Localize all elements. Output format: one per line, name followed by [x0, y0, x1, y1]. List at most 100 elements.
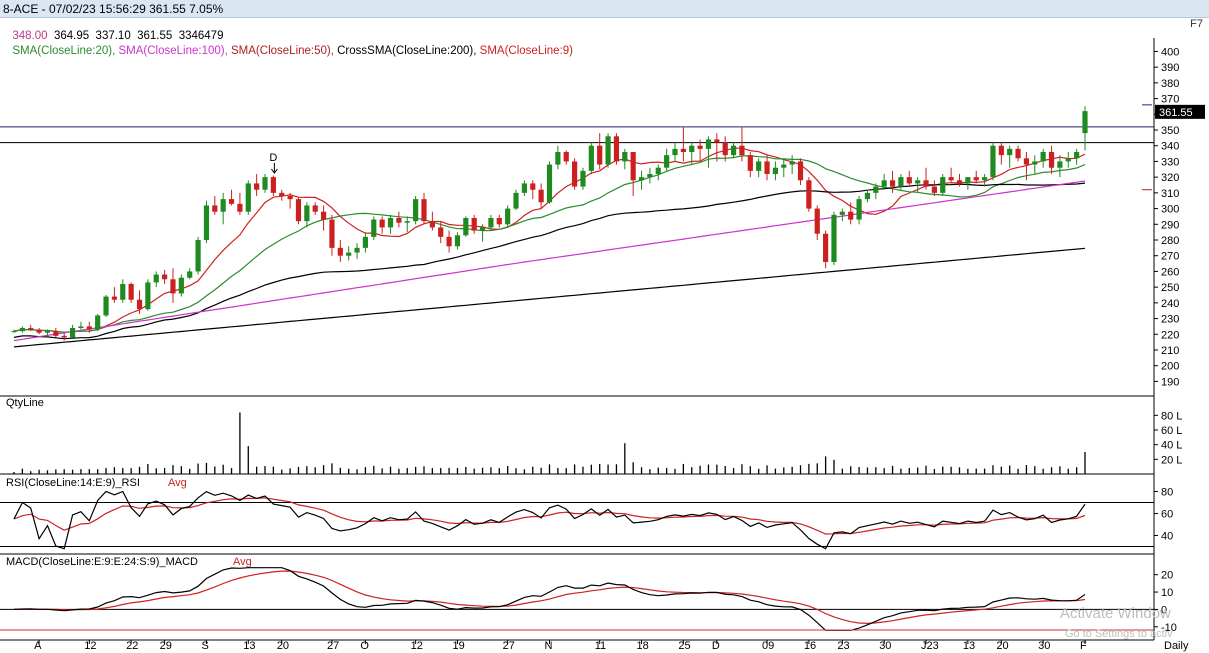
price-tick-label: 230 [1161, 314, 1179, 326]
candle-body [128, 284, 134, 300]
candle-body [19, 328, 25, 332]
rsi-tick-label: 60 [1161, 509, 1173, 521]
candle-body [254, 183, 260, 190]
x-tick-label: 23 [837, 640, 849, 652]
candle-body [906, 177, 912, 184]
legend-sma20[interactable]: SMA(CloseLine:20), [12, 45, 116, 57]
candle-body [563, 152, 569, 162]
candle-body [714, 139, 720, 143]
candle-body [923, 180, 929, 187]
x-tick-label: 30 [879, 640, 891, 652]
candle-body [873, 186, 879, 193]
candle-body [680, 148, 686, 152]
x-tick-label: 12 [84, 640, 96, 652]
price-tick-label: 400 [1161, 46, 1179, 58]
candle-body [739, 145, 745, 156]
candle-body [981, 177, 988, 181]
candle-body [689, 145, 695, 152]
candle-body [856, 199, 862, 220]
candle-body [605, 136, 611, 165]
open-value: 348.00 [12, 30, 48, 42]
price-tick-label: 210 [1161, 345, 1179, 357]
qty-tick-label: 20 L [1161, 454, 1182, 466]
x-tick-label: S [201, 640, 208, 652]
legend-crosssma200[interactable]: CrossSMA(CloseLine:200), [337, 45, 477, 57]
candle-body [78, 326, 84, 328]
x-tick-label: 30 [1038, 640, 1050, 652]
candle-body [789, 161, 795, 165]
legend-sma9[interactable]: SMA(CloseLine:9) [479, 45, 573, 57]
price-tick-label: 350 [1161, 125, 1179, 137]
candle-body [505, 208, 511, 225]
candle-body [195, 240, 201, 272]
macd-tick-label: -10 [1161, 622, 1177, 634]
price-tick-label: 220 [1161, 329, 1179, 341]
candle-body [387, 218, 394, 228]
candle-body [346, 252, 352, 256]
sma100-line [13, 180, 1086, 342]
price-tick-label: 240 [1161, 298, 1179, 310]
candle-body [973, 177, 979, 181]
price-tick-label: 290 [1161, 219, 1179, 231]
rsi-tick-label: 80 [1161, 487, 1173, 499]
rsi-line [13, 490, 1086, 550]
candle-body [597, 145, 603, 165]
candle-body [86, 326, 92, 330]
x-tick-label: F [1080, 640, 1087, 652]
candle-body [446, 236, 452, 247]
candle-body [61, 335, 67, 338]
periodicity-label: Daily [1164, 640, 1189, 652]
candle-body [1032, 161, 1038, 165]
price-tick-label: 200 [1161, 361, 1179, 373]
price-tick-label: 270 [1161, 251, 1179, 263]
candle-body [53, 331, 59, 336]
candle-body [429, 221, 435, 228]
candle-body [764, 161, 770, 174]
candle-body [555, 152, 561, 165]
candle-body [613, 136, 620, 162]
candle-body [329, 219, 335, 248]
candle-body [948, 177, 954, 181]
x-tick-label: 13 [963, 640, 975, 652]
candle-body [463, 218, 469, 236]
candle-body [747, 155, 753, 171]
candle-body [454, 235, 461, 247]
x-tick-label: 25 [678, 640, 690, 652]
candle-body [220, 199, 226, 212]
legend-sma50[interactable]: SMA(CloseLine:50), [231, 45, 334, 57]
x-tick-label: 22 [126, 640, 138, 652]
price-tick-label: 250 [1161, 282, 1179, 294]
window-title: 8-ACE - 07/02/23 15:56:29 361.55 7.05% [3, 2, 224, 16]
candle-body [889, 180, 896, 187]
candle-body [781, 164, 787, 168]
price-tick-label: 320 [1161, 172, 1179, 184]
candle-body [69, 328, 76, 338]
candle-body [965, 177, 971, 184]
candle-body [839, 211, 845, 215]
x-tick-label: 09 [762, 640, 774, 652]
candle-body [664, 155, 670, 168]
candle-body [588, 145, 594, 171]
candle-body [228, 199, 235, 204]
indicator-legend[interactable]: SMA(CloseLine:20), SMA(CloseLine:100), S… [6, 33, 573, 57]
candle-body [655, 167, 661, 174]
candle-body [320, 211, 327, 220]
candle-body [1023, 158, 1030, 165]
candle-body [471, 218, 477, 231]
candle-body [162, 274, 168, 280]
rsi-avg-line [13, 497, 1086, 535]
candle-body [145, 282, 151, 310]
x-tick-label: 18 [637, 640, 649, 652]
candle-body [898, 177, 904, 187]
candle-body [438, 227, 444, 237]
candle-body [11, 331, 17, 333]
candle-body [823, 233, 829, 262]
candle-body [931, 186, 937, 193]
macd-line [13, 567, 1086, 631]
price-tick-label: 330 [1161, 156, 1179, 168]
legend-sma100[interactable]: SMA(CloseLine:100), [118, 45, 228, 57]
candle-body [262, 177, 268, 190]
candle-body [546, 164, 553, 203]
ohlc-readout: 348.00 364.95 337.10 361.55 3346479 [6, 18, 223, 42]
